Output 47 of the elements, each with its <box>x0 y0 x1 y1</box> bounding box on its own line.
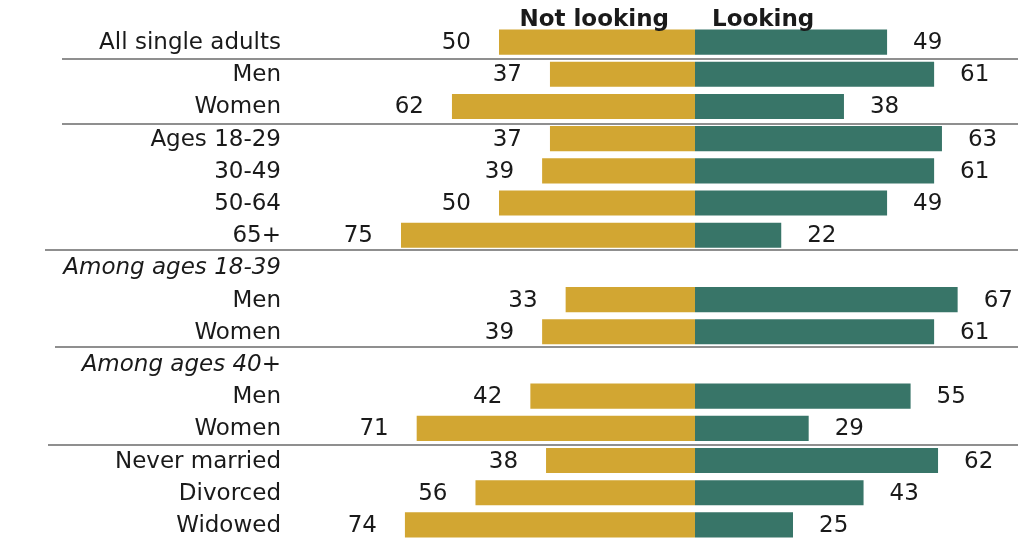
y-tick-label: Women <box>194 414 281 441</box>
data-label: 75 <box>343 221 373 248</box>
y-tick-label: Widowed <box>176 510 281 537</box>
data-label: 56 <box>418 478 448 505</box>
data-label: 42 <box>473 382 503 409</box>
y-tick-label: All single adults <box>99 28 281 55</box>
y-tick-label: 50-64 <box>214 189 281 215</box>
data-label: 49 <box>913 189 943 215</box>
bar <box>695 222 782 248</box>
y-tick-label: 65+ <box>232 221 281 248</box>
data-label: 71 <box>359 414 389 441</box>
y-tick-label: Among ages 18-39 <box>61 253 281 280</box>
data-label: 39 <box>484 317 515 344</box>
data-label: 55 <box>936 382 966 409</box>
data-label: 61 <box>960 60 990 87</box>
y-tick-label: Women <box>194 92 281 119</box>
data-label: 37 <box>492 124 522 151</box>
data-label: 33 <box>508 285 538 312</box>
data-label: 67 <box>983 285 1013 312</box>
y-tick-label: 30-49 <box>214 156 281 183</box>
data-label: 62 <box>964 446 994 473</box>
data-label: 22 <box>807 221 837 248</box>
data-label: 50 <box>441 189 471 215</box>
data-label: 43 <box>889 478 919 505</box>
data-label: 49 <box>913 28 943 55</box>
y-tick-label: Women <box>194 317 281 344</box>
data-label: 62 <box>394 92 424 119</box>
data-label: 61 <box>960 317 990 344</box>
y-tick-label: Men <box>232 382 281 409</box>
data-label: 63 <box>967 124 998 151</box>
data-label: 38 <box>869 92 900 119</box>
data-label: 61 <box>960 156 990 183</box>
data-label: 38 <box>488 446 519 473</box>
y-tick-label: Ages 18-29 <box>150 124 281 151</box>
y-tick-label: Never married <box>114 446 281 473</box>
y-tick-label: Men <box>232 285 281 312</box>
y-tick-label: Men <box>232 60 281 87</box>
data-label: 37 <box>492 60 522 87</box>
y-tick-label: Among ages 40+ <box>79 349 281 376</box>
data-label: 29 <box>834 414 864 441</box>
chart-title: Looking <box>712 5 815 32</box>
data-label: 74 <box>347 510 377 537</box>
y-tick-label: Divorced <box>178 478 281 505</box>
data-label: 39 <box>484 156 515 183</box>
data-label: 50 <box>441 28 471 55</box>
chart-title: Not looking <box>519 5 669 32</box>
data-label: 25 <box>819 510 849 537</box>
